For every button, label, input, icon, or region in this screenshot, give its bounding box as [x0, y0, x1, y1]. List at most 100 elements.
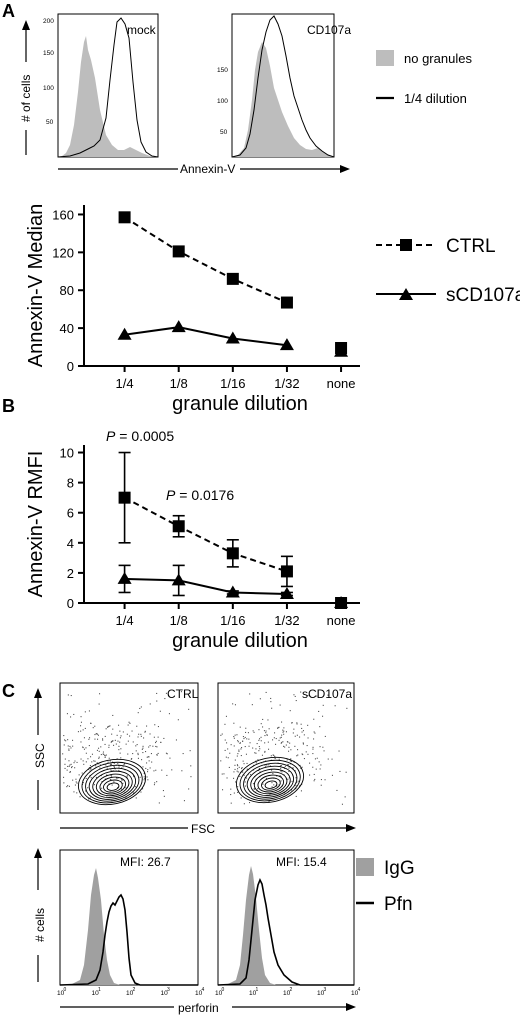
event-dot	[93, 784, 95, 786]
event-dot	[111, 784, 113, 786]
event-dot	[288, 764, 290, 766]
event-dot	[272, 773, 274, 775]
event-dot	[102, 738, 104, 740]
event-dot	[283, 745, 285, 747]
histogram-mock-filled	[58, 36, 158, 157]
event-dot	[73, 762, 75, 764]
event-dot	[121, 778, 123, 780]
event-dot	[88, 745, 90, 747]
event-dot	[147, 771, 149, 773]
event-dot	[95, 733, 97, 735]
event-dot	[114, 768, 116, 770]
log-tick-label: 10	[161, 990, 169, 997]
event-dot	[257, 759, 259, 761]
data-point	[334, 596, 349, 608]
event-dot	[119, 730, 121, 732]
event-dot	[94, 725, 96, 727]
contour-ring	[239, 759, 301, 802]
contour-ring	[99, 776, 127, 795]
event-dot	[223, 773, 225, 775]
histogram-pfn-scd107a	[217, 878, 354, 986]
event-dot	[113, 781, 115, 783]
event-dot	[241, 747, 243, 749]
event-dot	[300, 767, 302, 769]
event-dot	[69, 771, 71, 773]
event-dot	[302, 742, 304, 744]
event-dot	[148, 760, 150, 762]
hist-ylabel-group: # of cells	[19, 20, 33, 155]
event-dot	[224, 749, 226, 751]
event-dot	[139, 776, 141, 778]
event-dot	[259, 748, 261, 750]
event-dot	[286, 759, 288, 761]
event-dot	[101, 781, 103, 783]
x-tick-label: 1/32	[274, 613, 299, 628]
event-dot	[67, 765, 69, 767]
p-value-annotations: P = 0.0005 P = 0.0176	[106, 428, 234, 503]
hist-mock-ytick: 150	[43, 50, 54, 57]
event-dot	[237, 768, 239, 770]
event-dot	[85, 747, 87, 749]
event-dot	[168, 713, 170, 715]
log-tick-exponent: 0	[222, 987, 225, 993]
event-dot	[276, 775, 278, 777]
event-dot	[323, 750, 325, 752]
event-dot	[129, 722, 131, 724]
event-dot	[71, 767, 73, 769]
event-dot	[281, 771, 283, 773]
event-dot	[142, 745, 144, 747]
event-dot	[107, 726, 109, 728]
event-dot	[102, 739, 104, 741]
event-dot	[188, 708, 190, 710]
event-dot	[226, 742, 228, 744]
event-dot	[66, 713, 68, 715]
event-dot	[265, 691, 267, 693]
chart-annexin-median: 0 40 80 120 160 1/4 1/8 1/16 1/32 none granule dil…	[25, 204, 360, 415]
event-dot	[256, 743, 258, 745]
event-dot	[265, 730, 267, 732]
event-dot	[117, 763, 119, 765]
event-dot	[62, 753, 64, 755]
event-dot	[220, 760, 222, 762]
event-dot	[273, 754, 275, 756]
event-dot	[75, 781, 77, 783]
event-dot	[239, 775, 241, 777]
event-dot	[102, 751, 104, 753]
event-dot	[89, 737, 91, 739]
histogram-cd107a-filled	[232, 42, 334, 157]
legend-ctrl-label: CTRL	[446, 236, 496, 257]
event-dot	[91, 753, 93, 755]
event-dot	[322, 715, 324, 717]
event-dot	[302, 730, 304, 732]
event-dot	[113, 744, 115, 746]
event-dot	[82, 729, 84, 731]
contour-ring	[88, 767, 137, 800]
event-dot	[156, 746, 158, 748]
event-dot	[108, 757, 110, 759]
legend-no-granules-label: no granules	[404, 51, 472, 66]
data-point	[334, 344, 349, 357]
event-dot	[237, 791, 239, 793]
event-dot	[291, 722, 293, 724]
event-dot	[125, 797, 127, 799]
event-dot	[293, 728, 295, 730]
event-dot	[318, 761, 320, 763]
event-dot	[250, 774, 252, 776]
event-dot	[83, 748, 85, 750]
event-dot	[297, 780, 299, 782]
event-dot	[252, 783, 254, 785]
event-dot	[236, 770, 238, 772]
event-dot	[146, 725, 148, 727]
event-dot	[285, 744, 287, 746]
series-line	[124, 326, 288, 347]
event-dot	[72, 739, 74, 741]
event-dot	[89, 765, 91, 767]
event-dot	[67, 739, 69, 741]
event-dot	[230, 794, 232, 796]
event-dot	[268, 800, 270, 802]
log-tick-label: 10	[195, 990, 203, 997]
event-dot	[63, 744, 65, 746]
event-dot	[87, 787, 89, 789]
y-tick-label: 8	[67, 476, 74, 491]
event-dot	[141, 748, 143, 750]
